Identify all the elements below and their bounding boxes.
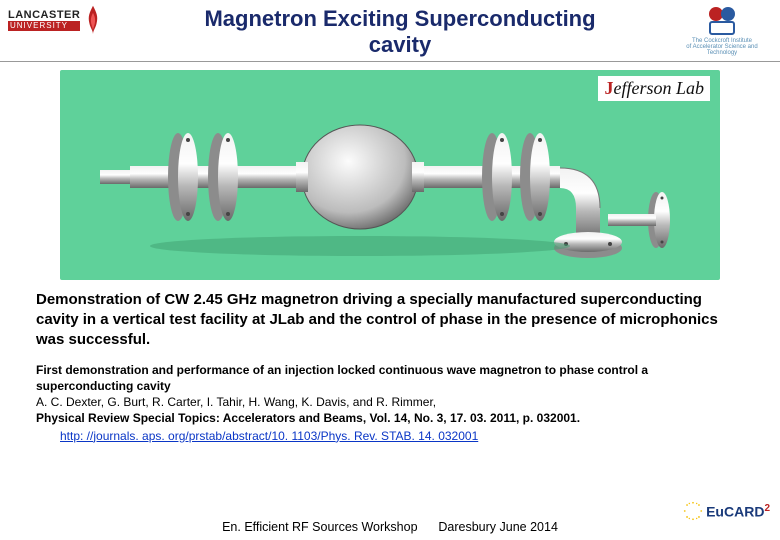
footer-workshop: En. Efficient RF Sources Workshop (222, 520, 417, 534)
lancaster-top: LANCASTER (8, 10, 80, 21)
caption-text: Demonstration of CW 2.45 GHz magnetron d… (36, 290, 744, 349)
eucard-logo: EuCARD2 (682, 500, 770, 522)
slide-header: LANCASTER UNIVERSITY Magnetron Exciting … (0, 0, 780, 62)
citation-link[interactable]: http: //journals. aps. org/prstab/abstra… (60, 429, 478, 445)
citation-block: First demonstration and performance of a… (36, 363, 744, 444)
cavity-illustration (60, 70, 720, 280)
cockcroft-icon (702, 4, 742, 38)
cockcroft-logo: The Cockcroft Institute of Accelerator S… (672, 4, 772, 56)
lancaster-logo: LANCASTER UNIVERSITY (8, 4, 128, 36)
cavity-figure: Jefferson Lab (60, 70, 720, 280)
flame-icon (84, 4, 102, 36)
slide-footer: En. Efficient RF Sources Workshop Daresb… (0, 520, 780, 534)
eucard-text: EuCARD2 (706, 503, 770, 520)
eu-stars-icon (682, 500, 704, 522)
citation-authors: A. C. Dexter, G. Burt, R. Carter, I. Tah… (36, 395, 744, 411)
lancaster-bottom: UNIVERSITY (8, 21, 80, 31)
citation-journal: Physical Review Special Topics: Accelera… (36, 411, 744, 427)
footer-date: Daresbury June 2014 (438, 520, 558, 534)
cockcroft-sub: of Accelerator Science and Technology (672, 44, 772, 56)
citation-title: First demonstration and performance of a… (36, 363, 744, 395)
slide-title: Magnetron Exciting Superconductingcavity (128, 4, 672, 59)
